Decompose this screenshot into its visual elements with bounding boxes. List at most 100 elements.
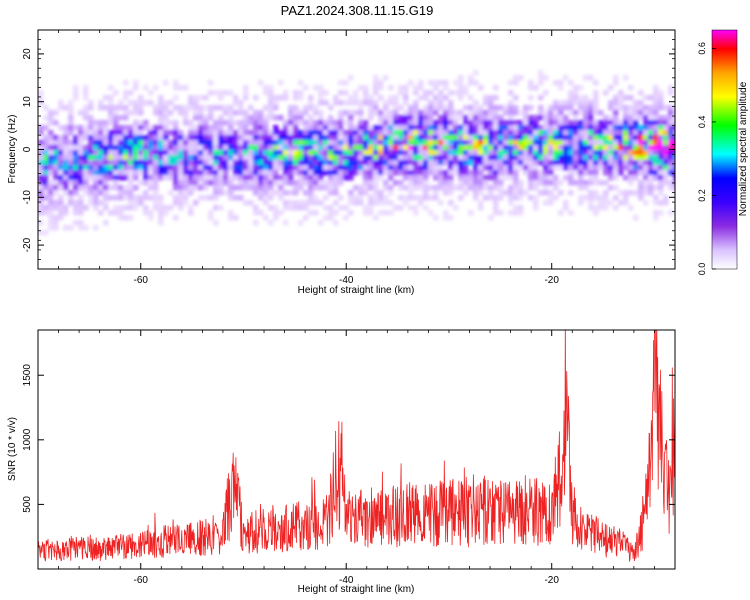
heatmap-cell	[373, 90, 379, 96]
heatmap-cell	[213, 195, 219, 201]
heatmap-cell	[93, 180, 99, 186]
heatmap-cell	[388, 110, 394, 116]
heatmap-cell	[598, 120, 604, 126]
heatmap-cell	[303, 110, 309, 116]
heatmap-cell	[258, 155, 264, 161]
heatmap-cell	[233, 160, 239, 166]
heatmap-cell	[303, 175, 309, 181]
heatmap-cell	[368, 160, 374, 166]
heatmap-cell	[398, 120, 404, 126]
heatmap-cell	[623, 95, 629, 101]
heatmap-cell	[373, 110, 379, 116]
heatmap-cell	[653, 110, 659, 116]
heatmap-cell	[43, 115, 49, 121]
heatmap-cell	[153, 110, 159, 116]
heatmap-cell	[38, 145, 44, 151]
heatmap-cell	[83, 90, 89, 96]
heatmap-x-axis-label: Height of straight line (km)	[298, 285, 415, 296]
heatmap-cell	[208, 135, 214, 141]
heatmap-cell	[463, 120, 469, 126]
heatmap-cell	[198, 135, 204, 141]
heatmap-cell	[413, 185, 419, 191]
heatmap-cell	[318, 115, 324, 121]
heatmap-cell	[593, 165, 599, 171]
heatmap-cell	[593, 130, 599, 136]
heatmap-cell	[198, 95, 204, 101]
heatmap-cell	[403, 175, 409, 181]
heatmap-cell	[513, 195, 519, 201]
heatmap-cell	[53, 225, 59, 231]
heatmap-cell	[98, 170, 104, 176]
heatmap-cell	[613, 105, 619, 111]
heatmap-cell	[498, 105, 504, 111]
heatmap-cell	[218, 105, 224, 111]
heatmap-cell	[143, 145, 149, 151]
heatmap-cell	[498, 195, 504, 201]
heatmap-cell	[363, 210, 369, 216]
heatmap-cell	[333, 145, 339, 151]
heatmap-cell	[563, 115, 569, 121]
heatmap-cell	[328, 130, 334, 136]
heatmap-cell	[433, 125, 439, 131]
heatmap-cell	[473, 120, 479, 126]
heatmap-cell	[303, 130, 309, 136]
heatmap-cell	[423, 170, 429, 176]
heatmap-cell	[433, 145, 439, 151]
heatmap-cell	[313, 200, 319, 206]
heatmap-cell	[583, 195, 589, 201]
heatmap-cell	[528, 180, 534, 186]
heatmap-cell	[403, 110, 409, 116]
heatmap-cell	[638, 125, 644, 131]
heatmap-cell	[553, 135, 559, 141]
heatmap-cell	[583, 170, 589, 176]
heatmap-cell	[353, 150, 359, 156]
heatmap-cell	[273, 150, 279, 156]
heatmap-cell	[408, 155, 414, 161]
heatmap-cell	[193, 145, 199, 151]
heatmap-cell	[363, 140, 369, 146]
heatmap-cell	[178, 155, 184, 161]
heatmap-cell	[188, 105, 194, 111]
heatmap-cell	[553, 110, 559, 116]
heatmap-cell	[588, 115, 594, 121]
heatmap-cell	[358, 185, 364, 191]
heatmap-cell	[498, 165, 504, 171]
heatmap-cell	[653, 175, 659, 181]
heatmap-cell	[303, 205, 309, 211]
heatmap-cell	[578, 165, 584, 171]
heatmap-cell	[173, 120, 179, 126]
heatmap-cell	[308, 170, 314, 176]
heatmap-cell	[618, 200, 624, 206]
heatmap-cell	[613, 175, 619, 181]
heatmap-cell	[583, 125, 589, 131]
heatmap-cell	[583, 95, 589, 101]
heatmap-cell	[503, 105, 509, 111]
heatmap-cell	[498, 170, 504, 176]
heatmap-cell	[498, 210, 504, 216]
heatmap-cell	[453, 140, 459, 146]
heatmap-cell	[213, 130, 219, 136]
heatmap-cell	[618, 125, 624, 131]
heatmap-cell	[58, 145, 64, 151]
heatmap-cell	[533, 165, 539, 171]
heatmap-cell	[483, 135, 489, 141]
heatmap-cell	[588, 145, 594, 151]
heatmap-cell	[413, 135, 419, 141]
heatmap-cell	[643, 150, 649, 156]
heatmap-cell	[308, 175, 314, 181]
heatmap-cell	[673, 185, 675, 191]
heatmap-cell	[483, 100, 489, 106]
heatmap-cell	[383, 195, 389, 201]
heatmap-cell	[223, 150, 229, 156]
heatmap-cell	[573, 130, 579, 136]
heatmap-cell	[268, 110, 274, 116]
heatmap-cell	[573, 140, 579, 146]
heatmap-cell	[403, 125, 409, 131]
heatmap-cell	[123, 110, 129, 116]
heatmap-cell	[398, 90, 404, 96]
heatmap-cell	[423, 140, 429, 146]
heatmap-cell	[48, 220, 54, 226]
heatmap-cell	[468, 95, 474, 101]
heatmap-cell	[108, 210, 114, 216]
heatmap-cell	[433, 95, 439, 101]
